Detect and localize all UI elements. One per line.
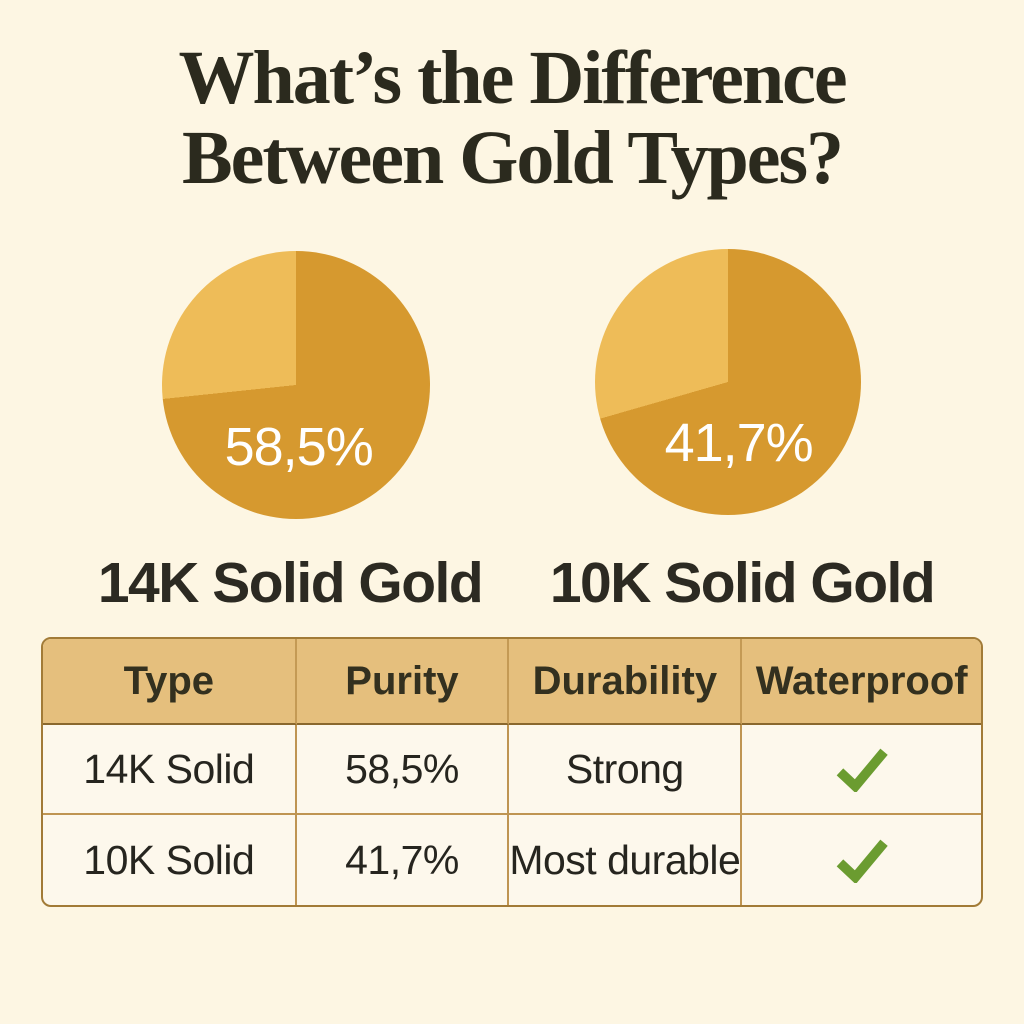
page-title-line-2: Between Gold Types?: [181, 116, 844, 200]
cell-durability-10k: Most durable: [509, 815, 743, 905]
column-header-purity: Purity: [296, 639, 510, 725]
pie-percentage-label-14k: 58,5%: [224, 416, 374, 477]
pie-chart-10k-gold: 41,7%: [595, 249, 861, 515]
column-header-type: Type: [43, 639, 297, 725]
cell-purity-10k: 41,7%: [297, 815, 510, 905]
cell-type-14k: 14K Solid: [43, 725, 297, 815]
page-title-line-1: What’s the Difference: [178, 36, 847, 120]
cell-purity-14k: 58,5%: [296, 725, 510, 815]
column-header-durability: Durability: [509, 639, 743, 725]
check-icon: [836, 839, 888, 883]
pie-chart-title-14k: 14K Solid Gold: [97, 551, 484, 615]
cell-waterproof-14k: [742, 725, 981, 815]
cell-type-10k: 10K Solid: [43, 815, 297, 905]
column-header-waterproof: Waterproof: [742, 639, 981, 725]
cell-durability-14k: Strong: [509, 725, 743, 815]
pie-percentage-label-10k: 41,7%: [664, 413, 814, 474]
pie-chart-title-10k: 10K Solid Gold: [549, 551, 936, 615]
check-icon: [836, 748, 888, 792]
cell-waterproof-10k: [742, 815, 981, 905]
page-title: What’s the Difference Between Gold Types…: [0, 38, 1024, 198]
comparison-table: Type Purity Durability Waterproof 14K So…: [41, 637, 983, 907]
pie-chart-14k-gold: 58,5%: [162, 251, 430, 519]
